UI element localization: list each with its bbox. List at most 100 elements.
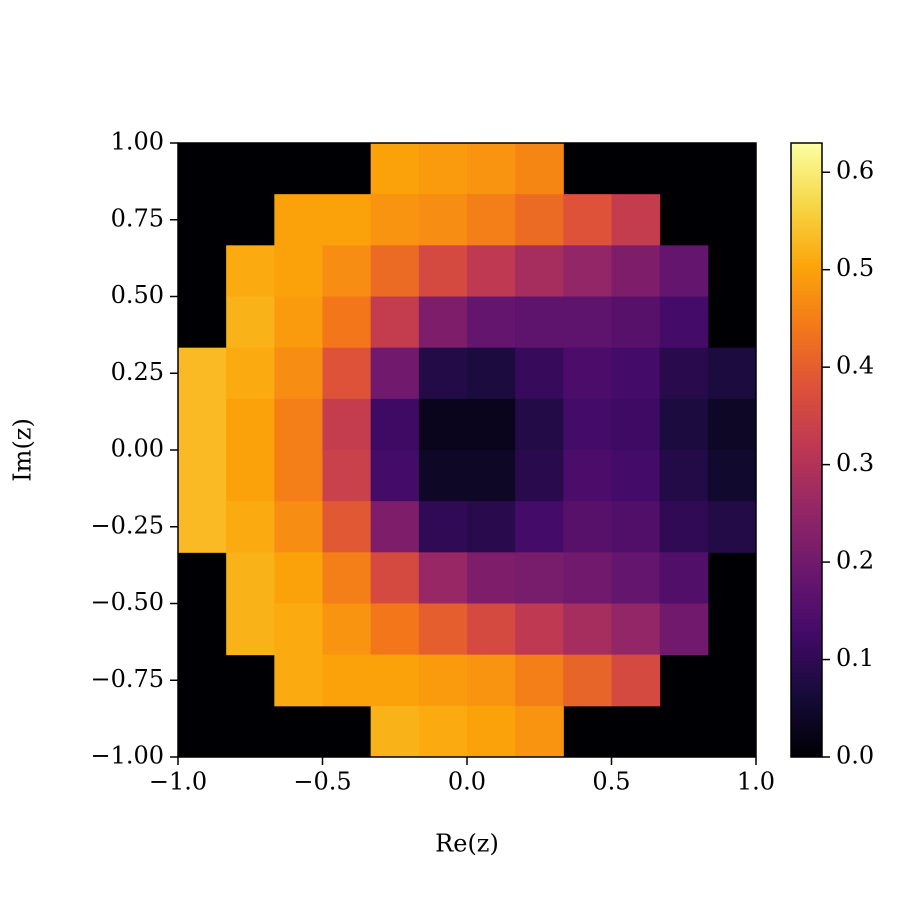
heatmap-cell: [322, 347, 372, 400]
heatmap-cell: [322, 654, 372, 707]
colorbar-tick-label: 0.5: [836, 254, 874, 282]
heatmap-cell: [611, 347, 661, 400]
heatmap-cell: [274, 347, 323, 400]
heatmap-cell: [274, 245, 323, 297]
heatmap-cell: [467, 552, 516, 604]
heatmap-cell: [418, 654, 468, 707]
heatmap-cell: [226, 245, 275, 297]
heatmap-cell: [322, 501, 372, 553]
y-tick-label: 0.50: [111, 281, 164, 309]
heatmap-cell: [418, 347, 468, 400]
heatmap-cell: [370, 245, 420, 297]
heatmap-cell: [707, 398, 757, 451]
x-axis-label: Re(z): [435, 830, 499, 858]
heatmap-cell: [226, 450, 275, 502]
heatmap-cell: [467, 296, 516, 349]
heatmap-cell: [370, 705, 420, 758]
heatmap-cell: [611, 501, 661, 553]
heatmap-cell: [563, 501, 612, 553]
y-tick-label: 1.00: [111, 128, 164, 156]
heatmap-cell: [226, 398, 275, 451]
heatmap-cell: [659, 347, 709, 400]
heatmap-cell: [659, 552, 709, 604]
heatmap-cell: [178, 501, 227, 553]
heatmap-cell: [370, 296, 420, 349]
heatmap-cell: [274, 552, 323, 604]
heatmap-cell: [515, 194, 564, 246]
heatmap-cell: [659, 603, 709, 656]
heatmap-cell: [370, 450, 420, 502]
heatmap-cell: [322, 296, 372, 349]
heatmap-cell: [418, 194, 468, 246]
heatmap-cell: [467, 143, 516, 195]
colorbar: [790, 142, 823, 758]
heatmap-cell: [418, 450, 468, 502]
heatmap-cell: [418, 552, 468, 604]
heatmap-cell: [515, 705, 564, 758]
colorbar-tick-label: 0.0: [836, 742, 874, 770]
y-axis-label: Im(z): [9, 418, 37, 482]
heatmap-cell: [467, 194, 516, 246]
heatmap-cell: [418, 296, 468, 349]
heatmap-cell: [515, 450, 564, 502]
heatmap-cell: [563, 296, 612, 349]
heatmap-cell: [274, 398, 323, 451]
heatmap-cell: [274, 603, 323, 656]
heatmap-cell: [707, 501, 757, 553]
heatmap-cell: [467, 603, 516, 656]
heatmap-cell: [515, 501, 564, 553]
colorbar-tick-label: 0.6: [836, 157, 874, 185]
heatmap-cell: [274, 654, 323, 707]
colorbar-tick-label: 0.2: [836, 547, 874, 575]
heatmap-cell: [515, 245, 564, 297]
x-tick-label: −1.0: [149, 768, 207, 796]
heatmap-cell: [322, 194, 372, 246]
heatmap-cell: [563, 194, 612, 246]
heatmap-cell: [178, 347, 227, 400]
heatmap-cell: [611, 194, 661, 246]
heatmap-cell: [563, 552, 612, 604]
heatmap-cell: [226, 296, 275, 349]
heatmap-cell: [226, 501, 275, 553]
heatmap-cell: [707, 347, 757, 400]
x-tick-label: 0.5: [592, 768, 630, 796]
y-tick-label: 0.75: [111, 204, 164, 232]
heatmap-cell: [467, 347, 516, 400]
y-tick-label: −0.50: [90, 588, 164, 616]
heatmap-cell: [274, 296, 323, 349]
heatmap-cell: [418, 501, 468, 553]
heatmap-cell: [370, 501, 420, 553]
heatmap-cell: [659, 296, 709, 349]
heatmap-cell: [322, 603, 372, 656]
heatmap-cell: [611, 398, 661, 451]
heatmap-cell: [563, 398, 612, 451]
heatmap-cell: [611, 654, 661, 707]
heatmap-cell: [707, 450, 757, 502]
heatmap-cell: [467, 245, 516, 297]
heatmap-cell: [515, 398, 564, 451]
heatmap-cell: [370, 143, 420, 195]
y-tick-label: −0.75: [90, 665, 164, 693]
heatmap-cell: [226, 603, 275, 656]
heatmap-cell: [274, 501, 323, 553]
heatmap-cell: [515, 143, 564, 195]
heatmap-cell: [467, 501, 516, 553]
x-tick-label: −0.5: [293, 768, 351, 796]
heatmap-cell: [515, 552, 564, 604]
y-tick-label: 0.00: [111, 435, 164, 463]
colorbar-tick-label: 0.4: [836, 352, 874, 380]
heatmap-cell: [418, 398, 468, 451]
x-tick-label: 0.0: [448, 768, 486, 796]
heatmap-cell: [178, 398, 227, 451]
heatmap-cell: [659, 450, 709, 502]
heatmap-cell: [322, 245, 372, 297]
heatmap-cell: [418, 245, 468, 297]
heatmap-cell: [370, 194, 420, 246]
heatmap-cell: [515, 347, 564, 400]
heatmap-cell: [226, 347, 275, 400]
heatmap-cell: [322, 450, 372, 502]
heatmap-cell: [226, 552, 275, 604]
y-tick-label: 0.25: [111, 358, 164, 386]
heatmap-cell: [370, 654, 420, 707]
